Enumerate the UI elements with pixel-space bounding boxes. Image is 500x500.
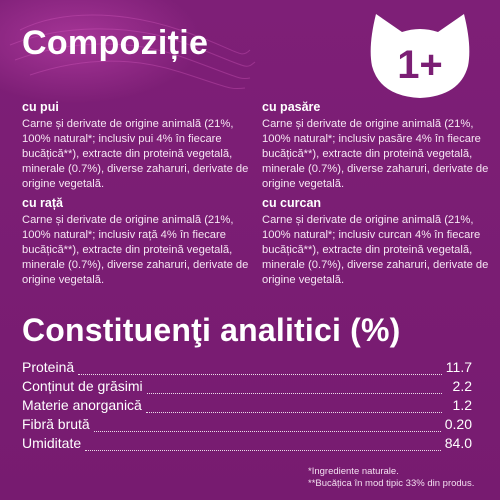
badge-label: 1+ [397,43,443,87]
analysis-row-fat: Conținut de grăsimi 2.2 [22,377,472,396]
section-turkey: cu curcan Carne și derivate de origine a… [262,196,496,288]
row-label: Conținut de grăsimi [22,378,143,394]
composition-title: Compoziție [22,24,209,62]
decorative-swirl [9,14,256,90]
analysis-row-ash: Materie anorganică 1.2 [22,396,472,415]
dot-leader [145,403,442,413]
row-label: Proteină [22,359,75,375]
row-label: Materie anorganică [22,397,142,413]
row-label: Umiditate [22,435,82,451]
dot-leader [146,384,442,394]
row-value: 11.7 [445,359,472,375]
footnotes: *Ingrediente naturale. **Bucățica în mod… [184,466,484,490]
section-heading: cu curcan [262,196,322,210]
row-value: 84.0 [444,435,472,451]
analysis-row-fibre: Fibră brută 0.20 [22,415,472,434]
section-text: Carne și derivate de origine animală (21… [262,118,489,190]
section-text: Carne și derivate de origine animală (21… [262,214,489,286]
section-poultry: cu pasăre Carne și derivate de origine a… [262,100,496,192]
footnote-natural: *Ingrediente naturale. [308,466,399,477]
analysis-table: Proteină 11.7 Conținut de grăsimi 2.2 Ma… [22,358,472,453]
section-heading: cu pui [22,100,59,114]
row-label: Fibră brută [22,416,90,432]
analysis-row-moisture: Umiditate 84.0 [22,434,472,453]
dot-leader [78,365,442,375]
row-value: 0.20 [444,416,472,432]
section-duck: cu rață Carne și derivate de origine ani… [22,196,256,288]
dot-leader [85,441,441,451]
section-heading: cu rață [22,196,63,210]
cat-age-badge-icon: 1+ [370,14,470,98]
row-value: 1.2 [452,397,472,413]
row-value: 2.2 [452,378,472,394]
analytical-constituents-title: Constituenţi analitici (%) [22,312,401,348]
dot-leader [93,422,441,432]
analysis-row-protein: Proteină 11.7 [22,358,472,377]
section-text: Carne și derivate de origine animală (21… [22,214,249,286]
section-text: Carne și derivate de origine animală (21… [22,118,249,190]
section-chicken: cu pui Carne și derivate de origine anim… [22,100,256,192]
section-heading: cu pasăre [262,100,321,114]
footnote-piece: **Bucățica în mod tipic 33% din produs. [308,478,475,489]
